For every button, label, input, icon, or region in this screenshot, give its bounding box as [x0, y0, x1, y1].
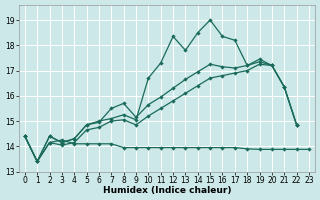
X-axis label: Humidex (Indice chaleur): Humidex (Indice chaleur)	[103, 186, 231, 195]
